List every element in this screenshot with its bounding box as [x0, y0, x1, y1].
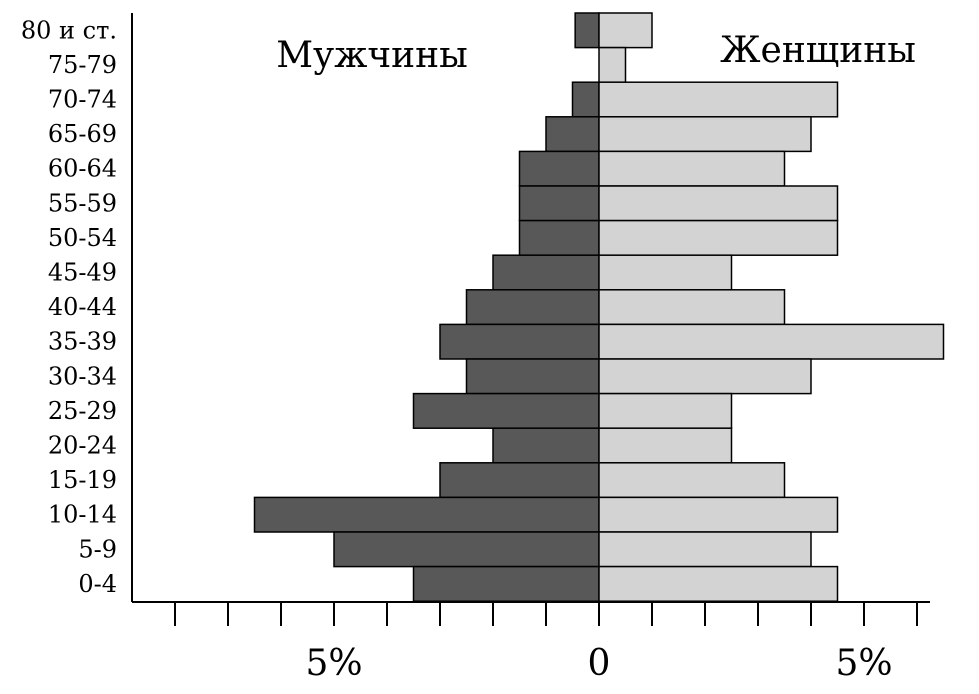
bar-women-5-9: [598, 531, 812, 568]
bar-men-45-49: [492, 254, 600, 291]
bar-women-55-59: [598, 185, 839, 222]
bar-men-0-4: [412, 565, 600, 602]
age-label-40-44: 40-44: [48, 293, 117, 321]
x-tick-labels-group: 5% 0 5%: [305, 643, 892, 684]
bar-women-20-24: [598, 427, 733, 464]
bar-women-60-64: [598, 150, 786, 187]
bar-men-5-9: [333, 531, 600, 568]
bar-women-50-54: [598, 219, 839, 256]
bar-men-15-19: [439, 462, 600, 499]
age-label-10-14: 10-14: [48, 501, 117, 529]
x-tick-label: 5%: [305, 643, 362, 684]
bar-women-10-14: [598, 496, 839, 533]
x-tick-label: 0: [588, 643, 611, 684]
bar-men-50-54: [518, 219, 600, 256]
age-label-55-59: 55-59: [48, 189, 117, 217]
bar-women-40-44: [598, 289, 786, 326]
bar-men-20-24: [492, 427, 600, 464]
age-label-5-9: 5-9: [78, 535, 117, 563]
bar-men-80: [574, 12, 600, 49]
age-labels-group: 80 и ст. 75-79 70-74 65-69 60-64 55-59 50-54 45…: [21, 16, 117, 598]
bar-women-30-34: [598, 358, 812, 395]
bar-men-40-44: [465, 289, 600, 326]
age-label-80: 80 и ст.: [21, 16, 117, 44]
age-label-75-79: 75-79: [48, 51, 117, 79]
bar-men-35-39: [439, 323, 600, 360]
bar-women-15-19: [598, 462, 786, 499]
bar-women-75-79: [598, 46, 627, 83]
bar-women-70-74: [598, 81, 839, 118]
age-label-20-24: 20-24: [48, 432, 117, 460]
bar-women-25-29: [598, 392, 733, 429]
bar-women-80: [598, 12, 653, 49]
x-tick-label: 5%: [835, 643, 892, 684]
age-label-65-69: 65-69: [48, 120, 117, 148]
bar-women-45-49: [598, 254, 733, 291]
age-label-15-19: 15-19: [48, 466, 117, 494]
bar-men-10-14: [253, 496, 600, 533]
bar-men-55-59: [518, 185, 600, 222]
women-series-label: Женщины: [720, 30, 916, 71]
bars-group: [253, 12, 945, 602]
bar-women-35-39: [598, 323, 945, 360]
bar-women-0-4: [598, 565, 839, 602]
bar-men-65-69: [545, 116, 600, 153]
age-label-25-29: 25-29: [48, 397, 117, 425]
bar-women-65-69: [598, 116, 812, 153]
bar-men-60-64: [518, 150, 600, 187]
bar-men-30-34: [465, 358, 600, 395]
age-label-50-54: 50-54: [48, 224, 117, 252]
bar-men-25-29: [412, 392, 600, 429]
age-label-35-39: 35-39: [48, 328, 117, 356]
bar-men-70-74: [571, 81, 600, 118]
age-label-30-34: 30-34: [48, 362, 117, 390]
axes-group: [131, 13, 930, 626]
men-series-label: Мужчины: [276, 35, 468, 76]
age-label-70-74: 70-74: [48, 86, 117, 114]
x-ticks-group: [174, 602, 918, 626]
age-label-0-4: 0-4: [78, 570, 117, 598]
age-label-45-49: 45-49: [48, 259, 117, 287]
age-label-60-64: 60-64: [48, 155, 117, 183]
